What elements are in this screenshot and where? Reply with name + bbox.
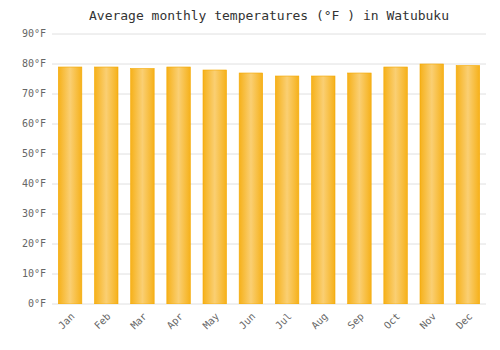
y-tick-label: 40°F [22,178,46,189]
y-tick-label: 60°F [22,118,46,129]
x-tick-label: Mar [128,311,149,332]
y-tick-label: 30°F [22,208,46,219]
x-tick-label: Feb [92,311,113,332]
bar [384,67,408,304]
chart-svg: 0°F 10°F 20°F 30°F 40°F 50°F 60°F 70°F 80°F 90°F J… [0,0,500,350]
x-tick-label: Jan [56,311,77,332]
bar [456,66,480,305]
y-tick-label: 50°F [22,148,46,159]
y-tick-label: 20°F [22,238,46,249]
bar [58,67,82,304]
bar [203,70,227,304]
bar [94,67,118,304]
y-tick-label: 80°F [22,58,46,69]
x-tick-label: Aug [309,311,330,332]
bars [58,64,479,304]
x-tick-label: May [201,311,222,332]
bar [420,64,444,304]
x-tick-label: Jun [237,311,258,332]
title: Average monthly temperatures (°F ) in Wa… [89,8,449,23]
x-tick-label: Jul [273,311,294,332]
chart-container: 0°F 10°F 20°F 30°F 40°F 50°F 60°F 70°F 80°F 90°F J… [0,0,500,350]
x-tick-label: Apr [165,311,186,332]
y-tick-label: 0°F [28,298,46,309]
x-tick-label: Oct [382,311,403,332]
bar [348,73,372,304]
bar [239,73,263,304]
y-tick-label: 90°F [22,28,46,39]
bar [167,67,191,304]
y-tick-label: 70°F [22,88,46,99]
x-tick-label: Nov [418,311,439,332]
y-tick-label: 10°F [22,268,46,279]
grid [52,34,486,304]
x-tick-label: Sep [345,311,366,332]
bar [275,76,299,304]
grid-line [52,34,486,35]
x-tick-label: Dec [454,311,475,332]
bar [311,76,335,304]
bar [131,69,155,305]
